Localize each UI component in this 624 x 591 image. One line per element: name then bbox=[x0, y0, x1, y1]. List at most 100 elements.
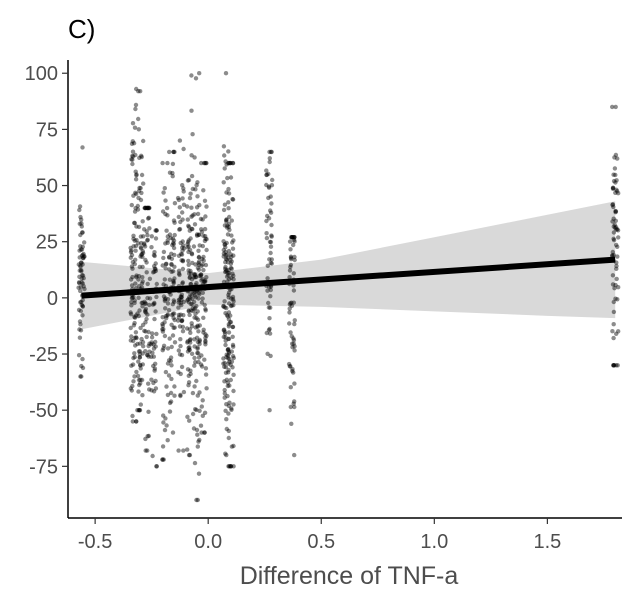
data-point bbox=[140, 264, 145, 270]
data-point bbox=[200, 262, 205, 267]
data-point bbox=[167, 409, 173, 414]
data-point bbox=[222, 329, 228, 334]
data-point bbox=[613, 209, 619, 214]
data-point bbox=[200, 398, 205, 403]
data-point bbox=[80, 273, 86, 278]
data-point bbox=[224, 354, 229, 360]
data-point bbox=[196, 471, 202, 476]
data-point bbox=[137, 355, 142, 360]
data-point bbox=[228, 464, 234, 469]
data-point bbox=[190, 226, 195, 232]
data-point bbox=[613, 152, 619, 158]
data-point bbox=[130, 266, 135, 271]
data-point bbox=[130, 419, 135, 424]
data-point bbox=[188, 236, 193, 241]
data-point bbox=[228, 464, 233, 469]
data-point bbox=[611, 236, 616, 241]
data-point bbox=[137, 355, 143, 360]
data-point bbox=[130, 413, 135, 419]
data-point bbox=[228, 319, 234, 325]
data-point bbox=[226, 292, 231, 298]
data-point bbox=[132, 315, 138, 320]
data-point bbox=[195, 180, 200, 185]
data-point bbox=[268, 149, 274, 155]
data-point bbox=[223, 370, 229, 375]
data-point bbox=[221, 304, 226, 309]
data-point bbox=[135, 408, 140, 413]
data-point bbox=[615, 297, 620, 302]
data-point bbox=[199, 300, 205, 305]
data-point bbox=[222, 379, 227, 384]
data-point bbox=[77, 280, 82, 286]
data-point bbox=[169, 262, 174, 267]
data-point bbox=[179, 295, 184, 300]
data-point bbox=[192, 363, 197, 368]
data-point bbox=[139, 154, 144, 160]
x-axis-title: Difference of TNF-a bbox=[240, 562, 459, 590]
data-point bbox=[288, 264, 293, 270]
data-point bbox=[138, 362, 143, 368]
data-point bbox=[199, 272, 204, 277]
data-point bbox=[131, 233, 136, 238]
data-point bbox=[204, 160, 209, 166]
data-point bbox=[291, 235, 297, 240]
data-point bbox=[198, 273, 203, 278]
data-point bbox=[142, 328, 147, 334]
data-point bbox=[201, 267, 206, 273]
data-point bbox=[142, 205, 147, 211]
data-point bbox=[228, 362, 233, 367]
data-point bbox=[195, 309, 200, 314]
data-point bbox=[80, 356, 85, 362]
data-point bbox=[222, 166, 227, 171]
data-point bbox=[267, 408, 272, 413]
data-point bbox=[613, 208, 618, 214]
data-point bbox=[135, 207, 141, 212]
data-point bbox=[161, 327, 166, 332]
data-point bbox=[226, 464, 231, 469]
data-point bbox=[291, 401, 296, 406]
data-point bbox=[612, 155, 617, 160]
data-point bbox=[180, 266, 186, 272]
data-point bbox=[165, 160, 170, 166]
data-point bbox=[149, 335, 155, 340]
data-point bbox=[188, 292, 193, 297]
data-point bbox=[164, 261, 169, 266]
data-point bbox=[81, 251, 86, 257]
data-point bbox=[194, 407, 199, 413]
data-point bbox=[203, 278, 208, 283]
data-point bbox=[226, 310, 232, 315]
data-point bbox=[613, 104, 618, 110]
data-point bbox=[203, 338, 208, 343]
data-point bbox=[170, 333, 176, 338]
data-point bbox=[222, 223, 228, 228]
data-point bbox=[129, 388, 134, 393]
data-point bbox=[171, 240, 176, 246]
data-point bbox=[165, 234, 170, 239]
data-point bbox=[264, 172, 269, 177]
data-point bbox=[167, 254, 172, 260]
data-point bbox=[134, 419, 139, 424]
data-point bbox=[149, 388, 154, 393]
data-point bbox=[193, 325, 198, 330]
data-point bbox=[200, 276, 205, 282]
data-point bbox=[204, 333, 209, 338]
data-point bbox=[231, 299, 236, 304]
data-point bbox=[223, 269, 228, 275]
data-point bbox=[180, 210, 185, 215]
data-point bbox=[79, 363, 84, 369]
data-point bbox=[611, 322, 616, 327]
data-point bbox=[140, 254, 145, 260]
data-point bbox=[138, 234, 144, 239]
data-point bbox=[224, 268, 229, 273]
data-point bbox=[200, 217, 205, 222]
data-point bbox=[613, 225, 619, 230]
data-point bbox=[131, 323, 137, 328]
data-point bbox=[163, 241, 168, 246]
data-point bbox=[187, 296, 193, 301]
data-point bbox=[131, 379, 136, 384]
data-point bbox=[194, 497, 199, 503]
data-point bbox=[76, 285, 81, 290]
data-point bbox=[164, 228, 169, 233]
data-point bbox=[137, 382, 142, 388]
data-point bbox=[131, 294, 136, 300]
